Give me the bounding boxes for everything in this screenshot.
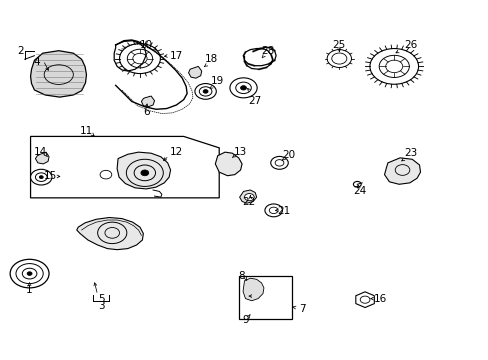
- Text: 23: 23: [404, 148, 417, 158]
- Circle shape: [141, 170, 148, 176]
- Circle shape: [30, 169, 52, 185]
- Text: 24: 24: [353, 186, 366, 197]
- Text: 28: 28: [261, 46, 274, 56]
- Text: 18: 18: [204, 54, 218, 64]
- Circle shape: [27, 272, 32, 275]
- Circle shape: [378, 55, 408, 77]
- Text: 7: 7: [299, 304, 305, 314]
- Text: 14: 14: [34, 147, 47, 157]
- Polygon shape: [243, 278, 264, 301]
- Circle shape: [16, 264, 43, 284]
- Polygon shape: [355, 292, 374, 307]
- Circle shape: [203, 90, 207, 93]
- Circle shape: [10, 259, 49, 288]
- Circle shape: [353, 181, 361, 187]
- Text: 4: 4: [33, 57, 40, 67]
- Circle shape: [360, 296, 369, 303]
- Text: 10: 10: [140, 40, 153, 50]
- Circle shape: [326, 50, 351, 67]
- Circle shape: [133, 53, 147, 64]
- Bar: [238, 276, 291, 319]
- Text: 17: 17: [169, 51, 183, 61]
- Circle shape: [22, 268, 37, 279]
- Polygon shape: [117, 152, 170, 189]
- Text: 5: 5: [98, 294, 104, 303]
- Text: 19: 19: [211, 76, 224, 86]
- Circle shape: [369, 49, 418, 84]
- Polygon shape: [77, 217, 143, 249]
- Text: 20: 20: [282, 150, 295, 160]
- Circle shape: [119, 44, 160, 73]
- Circle shape: [270, 157, 287, 169]
- Text: 13: 13: [233, 147, 247, 157]
- Text: 26: 26: [404, 40, 417, 50]
- Text: 12: 12: [169, 147, 183, 157]
- Text: 15: 15: [43, 171, 57, 181]
- Text: 6: 6: [142, 107, 149, 117]
- Circle shape: [331, 53, 346, 64]
- Text: 8: 8: [237, 271, 244, 281]
- Polygon shape: [30, 51, 86, 97]
- Text: 27: 27: [248, 96, 261, 106]
- Text: 3: 3: [98, 301, 104, 311]
- Circle shape: [240, 86, 246, 90]
- Circle shape: [35, 173, 47, 181]
- Circle shape: [244, 194, 254, 201]
- Polygon shape: [215, 152, 242, 176]
- Circle shape: [127, 49, 152, 68]
- Polygon shape: [35, 152, 49, 164]
- Text: 16: 16: [373, 294, 386, 303]
- Circle shape: [385, 60, 402, 73]
- Text: 9: 9: [242, 315, 248, 325]
- Polygon shape: [30, 136, 219, 198]
- Circle shape: [195, 84, 216, 99]
- Text: 1: 1: [26, 285, 33, 295]
- Circle shape: [235, 82, 251, 94]
- Polygon shape: [188, 66, 201, 78]
- Polygon shape: [384, 158, 420, 184]
- Circle shape: [39, 176, 43, 179]
- Circle shape: [275, 159, 284, 166]
- Polygon shape: [141, 96, 154, 107]
- Text: 21: 21: [277, 206, 290, 216]
- Circle shape: [269, 207, 278, 213]
- Circle shape: [264, 204, 282, 217]
- Text: 22: 22: [241, 197, 255, 207]
- Text: 11: 11: [80, 126, 93, 136]
- Text: 25: 25: [332, 40, 345, 50]
- Text: 2: 2: [18, 46, 24, 56]
- Circle shape: [229, 78, 257, 98]
- Polygon shape: [239, 190, 256, 203]
- Circle shape: [199, 87, 211, 96]
